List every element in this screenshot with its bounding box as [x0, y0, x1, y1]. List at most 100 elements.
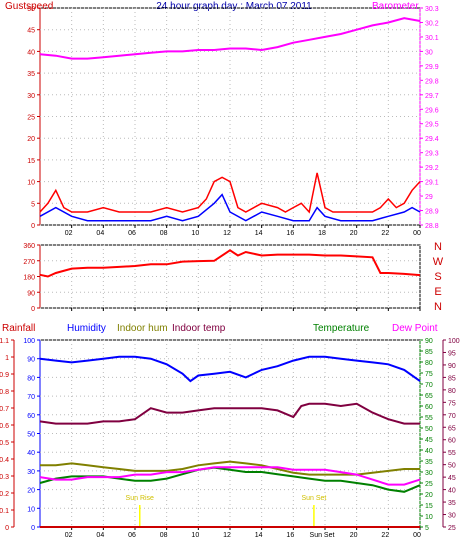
humidity-panel-x-tick-label: 20 — [350, 532, 358, 539]
series-label-humidity: Humidity — [67, 323, 106, 334]
rain-axis-tick-label: 0.3 — [0, 474, 9, 481]
humidity-panel-x-tick-label: 14 — [255, 532, 263, 539]
barometer-axis-tick-label: 28.8 — [425, 223, 439, 230]
barometer-axis-tick-label: 29.6 — [425, 107, 439, 114]
temperature-axis-tick-label: 90 — [425, 338, 433, 345]
humidity-axis-tick-label: 80 — [27, 375, 35, 382]
wind-panel-x-tick-label: 16 — [286, 230, 294, 237]
barometer-axis-tick-label: 30.2 — [425, 20, 439, 27]
rain-axis-tick-label: 0.7 — [0, 406, 9, 413]
rain-axis-tick-label: 1 — [5, 355, 9, 362]
temperature-axis-tick-label: 35 — [425, 459, 433, 466]
compass-label: N — [434, 241, 442, 253]
humidity-axis-tick-label: 70 — [27, 394, 35, 401]
temperature-axis-tick-label: 50 — [425, 426, 433, 433]
temperature-axis-tick-label: 85 — [425, 349, 433, 356]
temperature-axis-tick-label: 40 — [425, 448, 433, 455]
temperature-axis-tick-label: 55 — [425, 415, 433, 422]
dewpoint-axis-tick-label: 80 — [448, 388, 456, 395]
temperature-axis-tick-label: 65 — [425, 393, 433, 400]
graph-title: 24 hour graph day : March 07 2011 — [156, 1, 312, 12]
gust-axis-tick-label: 10 — [27, 180, 35, 187]
gust-axis-tick-label: 5 — [31, 201, 35, 208]
rain-axis-tick-label: 0.9 — [0, 372, 9, 379]
temperature-axis-tick-label: 10 — [425, 514, 433, 521]
direction-axis-tick-label: 180 — [23, 275, 35, 282]
barometer-axis-tick-label: 29.7 — [425, 93, 439, 100]
wind-panel-x-tick-label: 20 — [350, 230, 358, 237]
temperature-axis-tick-label: 60 — [425, 404, 433, 411]
humidity-panel-x-tick-label: 08 — [160, 532, 168, 539]
humidity-axis-tick-label: 20 — [27, 488, 35, 495]
compass-label: N — [434, 301, 442, 313]
gust-axis-tick-label: 45 — [27, 28, 35, 35]
humidity-line — [39, 355, 421, 383]
compass-label: E — [434, 286, 441, 298]
barometer-axis-tick-label: 28.9 — [425, 209, 439, 216]
series-label-indoor-temp: Indoor temp — [172, 323, 226, 334]
temperature-axis-tick-label: 45 — [425, 437, 433, 444]
gust-axis-tick-label: 20 — [27, 136, 35, 143]
humidity-axis-tick-label: 30 — [27, 469, 35, 476]
rain-axis-tick-label: 0 — [5, 525, 9, 532]
rain-axis-tick-label: 0.2 — [0, 491, 9, 498]
gust-axis-tick-label: 30 — [27, 93, 35, 100]
rain-axis-tick-label: 0.8 — [0, 389, 9, 396]
dewpoint-axis-tick-label: 25 — [448, 525, 456, 532]
humidity-axis-tick-label: 100 — [23, 338, 35, 345]
humidity-axis-tick-label: 40 — [27, 450, 35, 457]
humidity-panel-x-tick-label: Sun Set — [310, 532, 335, 539]
barometer-axis-tick-label: 29.8 — [425, 78, 439, 85]
gustspeed-line — [39, 172, 421, 214]
dewpoint-axis-tick-label: 65 — [448, 425, 456, 432]
series-label-temperature: Temperature — [313, 323, 370, 334]
gustspeed-label: Gustspeed — [5, 1, 53, 12]
humidity-axis-tick-label: 90 — [27, 357, 35, 364]
series-label-indoor-hum: Indoor hum — [117, 323, 168, 334]
wind-panel-x-tick-label: 08 — [160, 230, 168, 237]
gust-axis-tick-label: 25 — [27, 115, 35, 122]
gust-axis-tick-label: 15 — [27, 158, 35, 165]
wind-panel-x-tick-label: 14 — [255, 230, 263, 237]
dewpoint-axis-tick-label: 70 — [448, 413, 456, 420]
humidity-axis-tick-label: 0 — [31, 525, 35, 532]
barometer-label: Barometer — [372, 1, 419, 12]
barometer-axis-tick-label: 29.3 — [425, 151, 439, 158]
dewpoint-axis-tick-label: 90 — [448, 363, 456, 370]
rain-axis-tick-label: 0.6 — [0, 423, 9, 430]
barometer-axis-tick-label: 29.1 — [425, 180, 439, 187]
humidity-axis-tick-label: 60 — [27, 413, 35, 420]
humidity-panel-x-tick-label: 00 — [413, 532, 421, 539]
direction-axis-tick-label: 0 — [31, 306, 35, 313]
dewpoint-axis-tick-label: 75 — [448, 400, 456, 407]
compass-label: W — [433, 256, 444, 268]
rain-axis-tick-label: 0.5 — [0, 440, 9, 447]
rain-axis-tick-label: 0.1 — [0, 508, 9, 515]
barometer-axis-tick-label: 30.3 — [425, 6, 439, 13]
wind-panel-x-tick-label: 18 — [318, 230, 326, 237]
temperature-axis-tick-label: 70 — [425, 382, 433, 389]
barometer-axis-tick-label: 29.5 — [425, 122, 439, 129]
wind-panel-x-tick-label: 02 — [65, 230, 73, 237]
series-label-dew-point: Dew Point — [392, 323, 438, 334]
humidity-axis-tick-label: 10 — [27, 506, 35, 513]
sunset-label: Sun Set — [301, 495, 326, 502]
compass-label: S — [434, 271, 441, 283]
wind-panel-x-tick-label: 06 — [128, 230, 136, 237]
dewpoint-axis-tick-label: 85 — [448, 375, 456, 382]
temperature-axis-tick-label: 30 — [425, 470, 433, 477]
temperature-axis-tick-label: 25 — [425, 481, 433, 488]
barometer-axis-tick-label: 30 — [425, 49, 433, 56]
dewpoint-axis-tick-label: 55 — [448, 450, 456, 457]
gust-axis-tick-label: 0 — [31, 223, 35, 230]
dewpoint-axis-tick-label: 100 — [448, 338, 460, 345]
wind-panel-x-tick-label: 00 — [413, 230, 421, 237]
series-label-rainfall: Rainfall — [2, 323, 35, 334]
humidity-panel-x-tick-label: 10 — [191, 532, 199, 539]
wind-panel-x-tick-label: 22 — [381, 230, 389, 237]
barometer-axis-tick-label: 29.4 — [425, 136, 439, 143]
direction-line — [39, 249, 421, 278]
temperature-axis-tick-label: 5 — [425, 525, 429, 532]
humidity-panel-x-tick-label: 12 — [223, 532, 231, 539]
